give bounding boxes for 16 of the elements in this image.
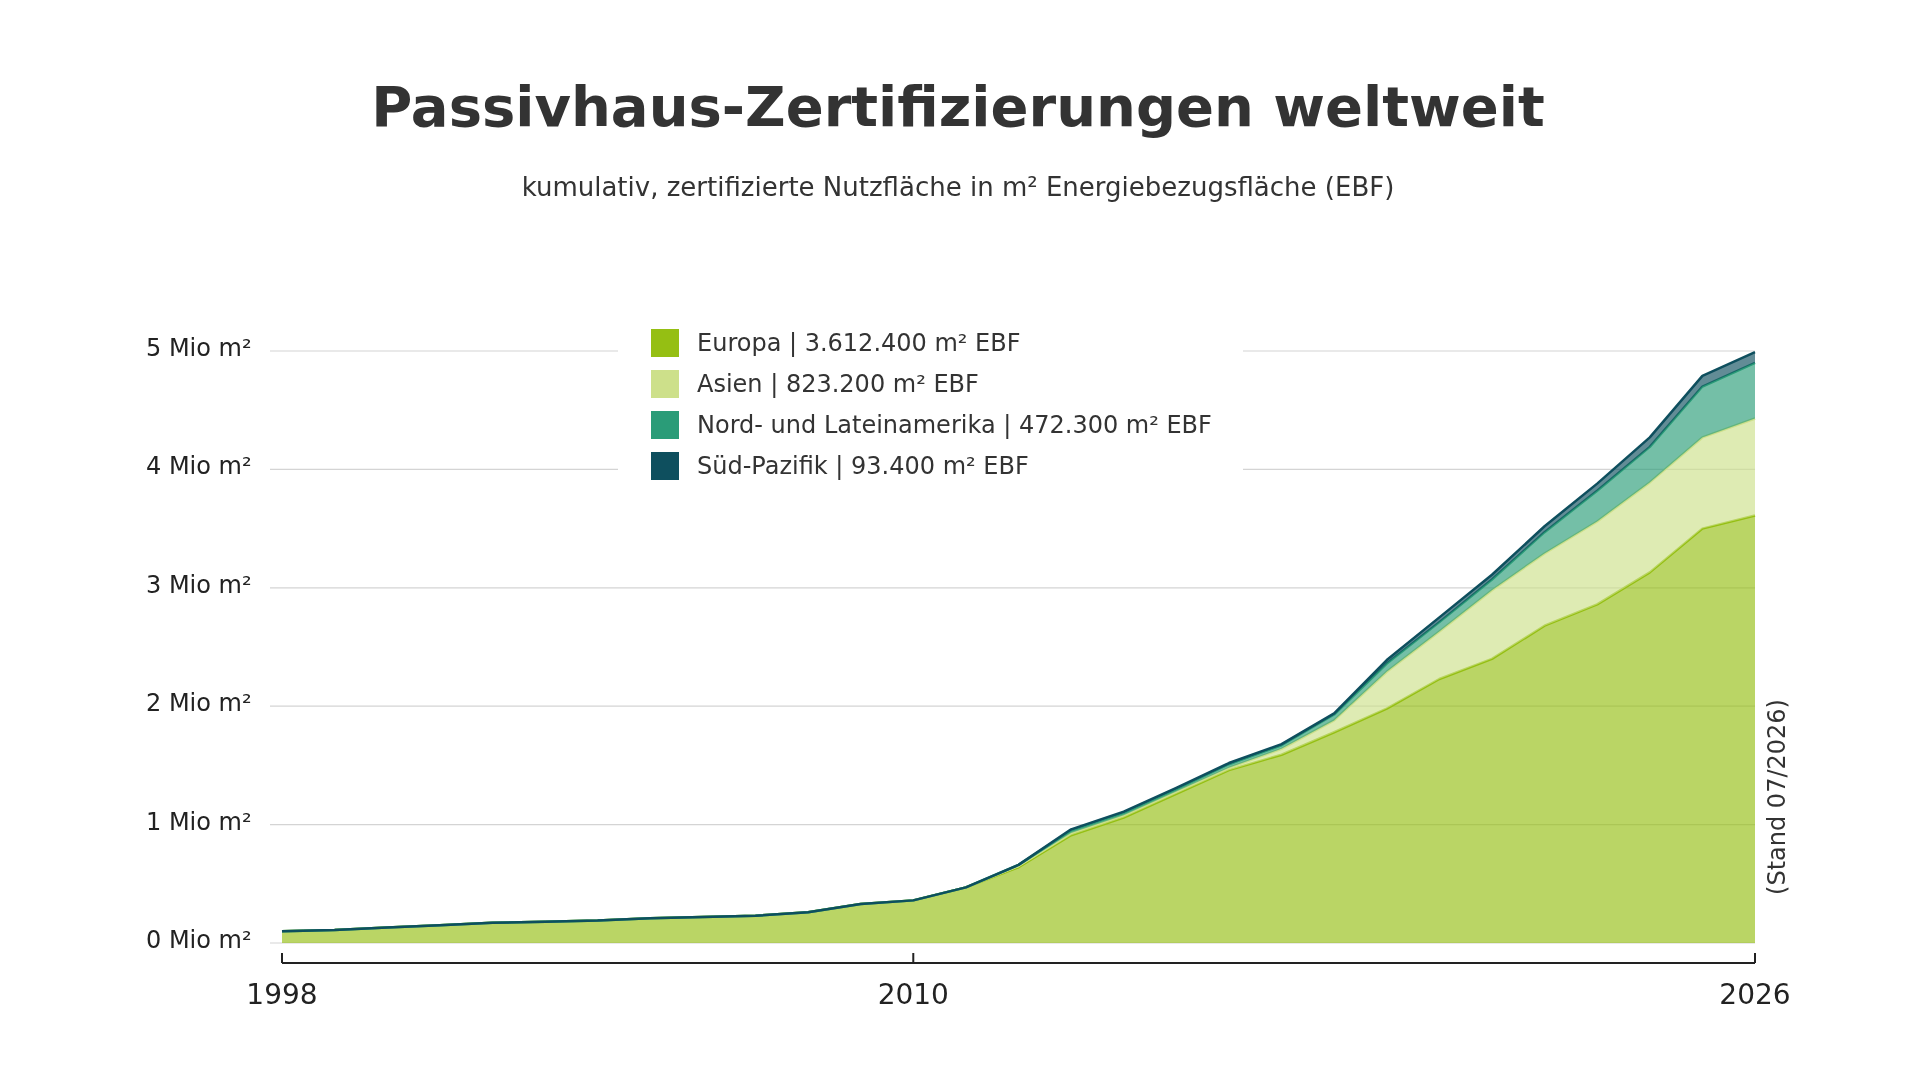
- text: (Stand 07/2026): [1763, 699, 1791, 895]
- x-tick-label: 2026: [1719, 978, 1791, 1011]
- x-tick-label: 1998: [246, 978, 318, 1011]
- legend-label: Europa | 3.612.400 m² EBF: [697, 329, 1021, 357]
- y-tick-label: 2 Mio m²: [146, 689, 252, 718]
- y-tick-label: 5 Mio m²: [146, 334, 252, 362]
- legend-label: Asien | 823.200 m² EBF: [697, 370, 979, 398]
- x-tick-label: 2010: [877, 978, 949, 1011]
- y-tick-label: 4 Mio m²: [146, 452, 252, 481]
- y-tick-label: 3 Mio m²: [146, 570, 252, 599]
- chart-subtitle: kumulativ, zertifizierte Nutzfläche in m² Energiebezugsfläche (EBF): [521, 172, 1395, 202]
- legend-label: Süd-Pazifik | 93.400 m² EBF: [697, 452, 1029, 480]
- chart-title: Passivhaus-Zertifizierungen weltweit: [371, 74, 1545, 139]
- y-tick-label: 0 Mio m²: [146, 926, 252, 954]
- legend-label: Nord- und Lateinamerika | 472.300 m² EBF: [697, 411, 1212, 439]
- y-tick-label: 1 Mio m²: [146, 807, 252, 836]
